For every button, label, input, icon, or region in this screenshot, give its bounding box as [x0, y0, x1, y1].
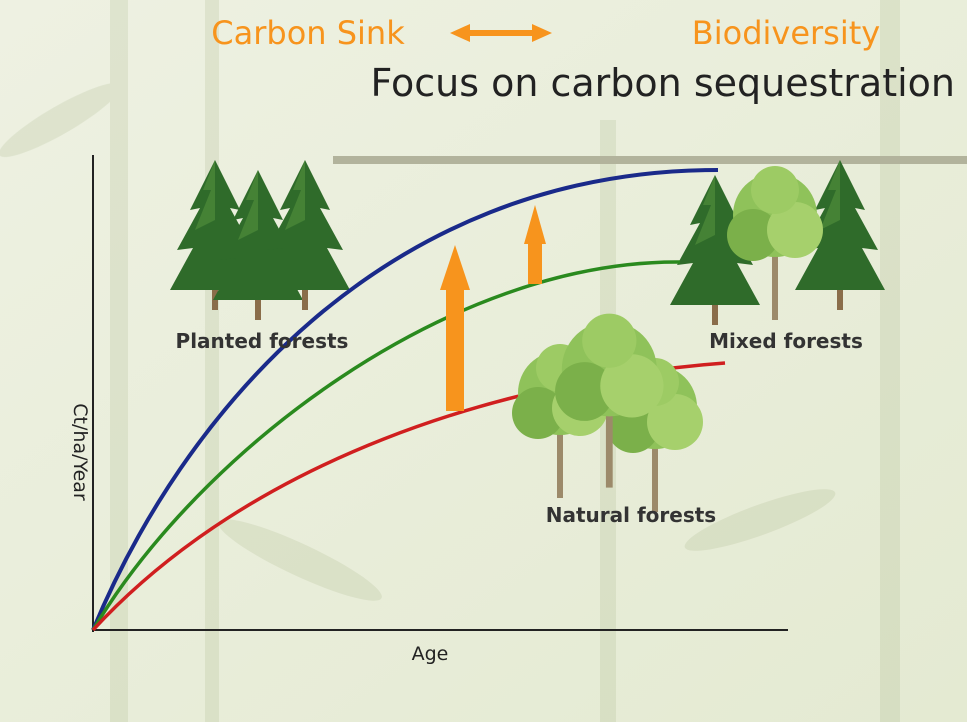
x-axis-label: Age [412, 643, 449, 665]
biodiversity: Biodiversity [692, 14, 880, 52]
title-rule [333, 156, 967, 164]
planted-label: Planted forests [176, 329, 349, 353]
slide-title: Focus on carbon sequestration [370, 61, 955, 105]
y-axis-label: Ct/ha/Year [69, 403, 91, 501]
mixed-label: Mixed forests [709, 329, 863, 353]
slide: Carbon Sink Biodiversity Focus on carbon… [0, 0, 967, 722]
background [0, 0, 967, 722]
carbon-sink: Carbon Sink [211, 14, 405, 52]
page: Carbon Sink Biodiversity Focus on carbon… [0, 0, 967, 722]
natural-label: Natural forests [546, 503, 716, 527]
